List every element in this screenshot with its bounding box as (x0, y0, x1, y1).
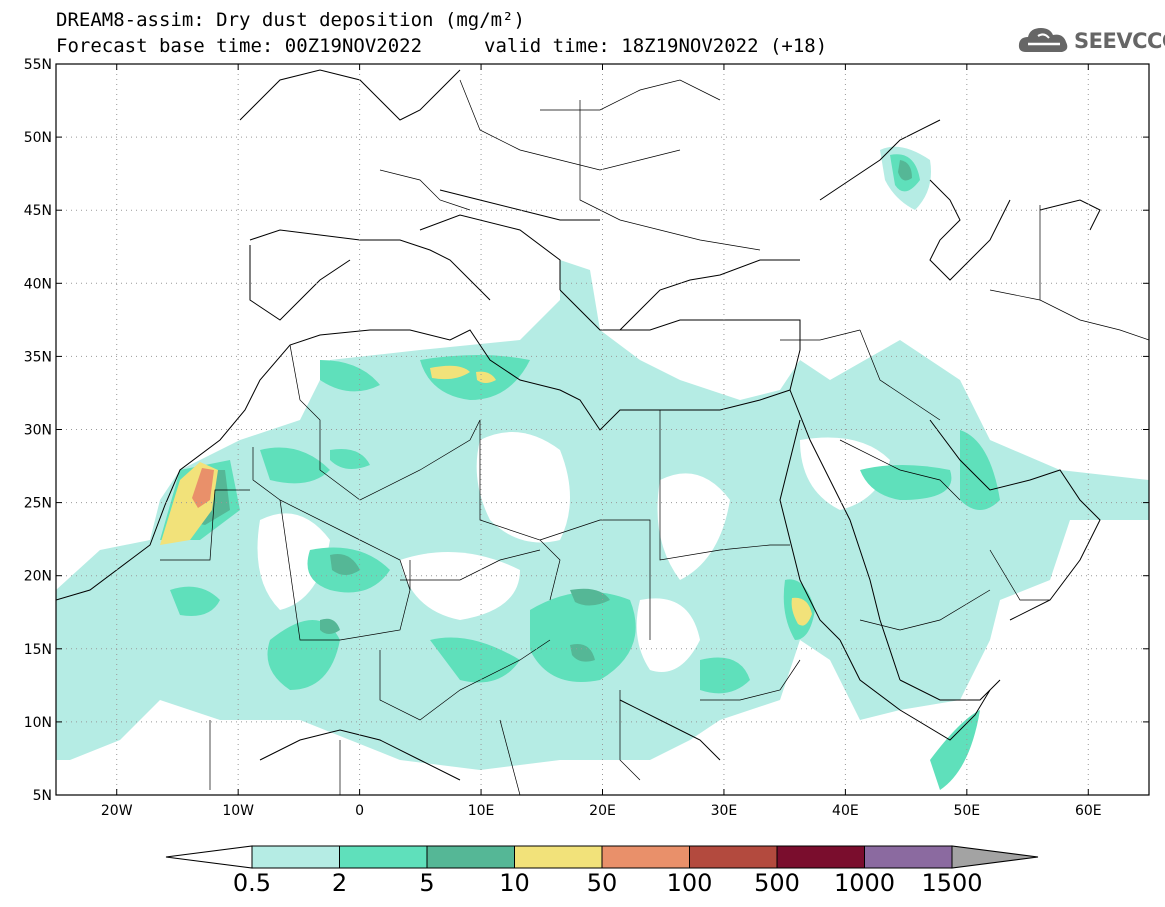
seevccc-logo: SEEVCCC (1016, 22, 1165, 62)
axis-ticks (56, 63, 1149, 796)
lat-tick-label: 30N (24, 423, 52, 439)
cloud-icon (1018, 28, 1068, 52)
lon-tick-label: 40E (832, 803, 859, 819)
legend-label: 2 (332, 869, 347, 897)
legend-over-arrow (951, 845, 1039, 869)
legend-label: 1500 (921, 869, 982, 897)
legend-color-box (339, 845, 428, 869)
map-title: DREAM8-assim: Dry dust deposition (mg/m²… (56, 9, 525, 31)
lon-tick-label: 50E (953, 803, 980, 819)
lat-tick-label: 20N (24, 569, 52, 585)
legend-color-box (689, 845, 778, 869)
logo-text: SEEVCCC (1074, 29, 1165, 53)
legend-label: 1000 (834, 869, 895, 897)
forecast-base-time: Forecast base time: 00Z19NOV2022 (56, 35, 423, 57)
legend-color-box (514, 845, 603, 869)
legend-color-box (864, 845, 953, 869)
legend-label: 100 (667, 869, 713, 897)
lat-tick-label: 50N (24, 130, 52, 146)
axis-tick-labels: 20W 10W 0 10E 20E 30E 40E 50E 60E 55N 50N 45N 40N 35N… (24, 57, 1102, 819)
lon-tick-label: 30E (711, 803, 738, 819)
legend-label: 0.5 (233, 869, 271, 897)
lat-tick-label: 55N (24, 57, 52, 73)
lat-tick-label: 40N (24, 276, 52, 292)
lat-tick-label: 35N (24, 349, 52, 365)
lat-tick-label: 45N (24, 203, 52, 219)
valid-time: valid time: 18Z19NOV2022 (+18) (484, 35, 828, 57)
lon-tick-label: 0 (355, 803, 364, 819)
graticule (56, 64, 1149, 795)
lon-tick-label: 20W (101, 803, 133, 819)
legend-color-box (251, 845, 340, 869)
country-borders (160, 79, 1149, 795)
legend-under-arrow (165, 845, 253, 869)
lat-tick-label: 25N (24, 496, 52, 512)
lon-tick-label: 10W (222, 803, 254, 819)
lon-tick-label: 10E (468, 803, 495, 819)
legend-label: 500 (754, 869, 800, 897)
legend-label: 50 (587, 869, 618, 897)
legend-color-box (426, 845, 515, 869)
lat-tick-label: 5N (33, 788, 52, 804)
legend-color-box (601, 845, 690, 869)
legend-label: 10 (499, 869, 530, 897)
coastlines (56, 69, 1101, 781)
lat-tick-label: 15N (24, 642, 52, 658)
legend-color-box (776, 845, 865, 869)
lon-tick-label: 60E (1075, 803, 1102, 819)
lon-tick-label: 20E (589, 803, 616, 819)
legend-label: 5 (419, 869, 434, 897)
lat-tick-label: 10N (24, 715, 52, 731)
